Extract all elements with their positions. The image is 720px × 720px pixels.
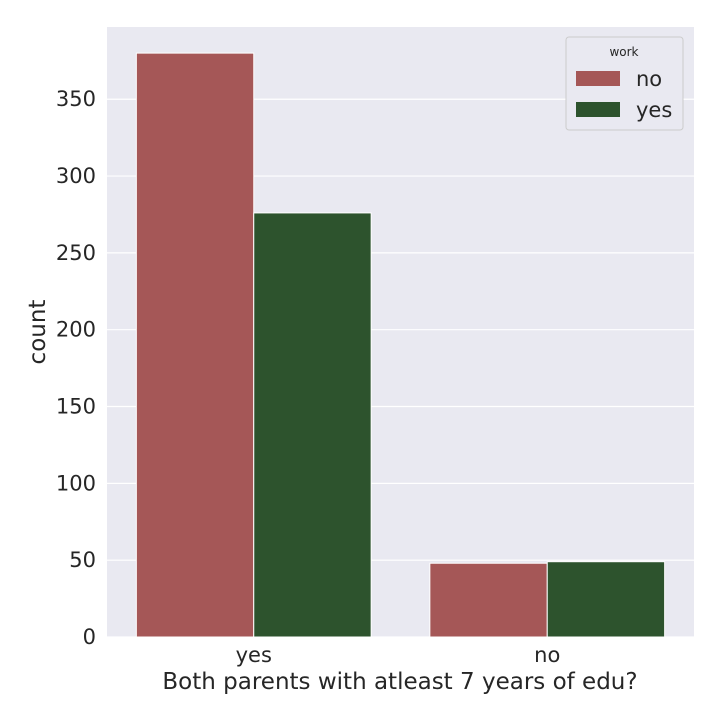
y-tick-label: 100 bbox=[56, 471, 96, 495]
legend-label-no: no bbox=[636, 67, 662, 91]
y-tick-label: 200 bbox=[56, 318, 96, 342]
y-tick-label: 50 bbox=[69, 548, 96, 572]
y-tick-label: 350 bbox=[56, 87, 96, 111]
x-tick-label: yes bbox=[236, 643, 272, 667]
bar-yes-work-no bbox=[135, 52, 255, 638]
y-axis-label: count bbox=[25, 300, 51, 365]
legend-title: work bbox=[609, 45, 638, 59]
bars bbox=[135, 52, 666, 638]
legend: work no yes bbox=[565, 36, 684, 131]
x-axis-label: Both parents with atleast 7 years of edu… bbox=[162, 669, 637, 695]
y-tick-label: 150 bbox=[56, 395, 96, 419]
y-tick-label: 250 bbox=[56, 241, 96, 265]
x-tick-labels: yes no bbox=[236, 643, 561, 667]
bar-yes-work-yes bbox=[253, 212, 372, 638]
bar-no-work-no bbox=[429, 562, 548, 638]
legend-swatch-yes bbox=[576, 102, 620, 117]
y-tick-labels: 0 50 100 150 200 250 300 350 bbox=[56, 87, 96, 649]
legend-swatch-no bbox=[576, 71, 620, 86]
y-tick-label: 0 bbox=[83, 625, 96, 649]
x-tick-label: no bbox=[534, 643, 560, 667]
bar-no-work-yes bbox=[546, 561, 666, 638]
legend-label-yes: yes bbox=[636, 98, 672, 122]
y-tick-label: 300 bbox=[56, 164, 96, 188]
